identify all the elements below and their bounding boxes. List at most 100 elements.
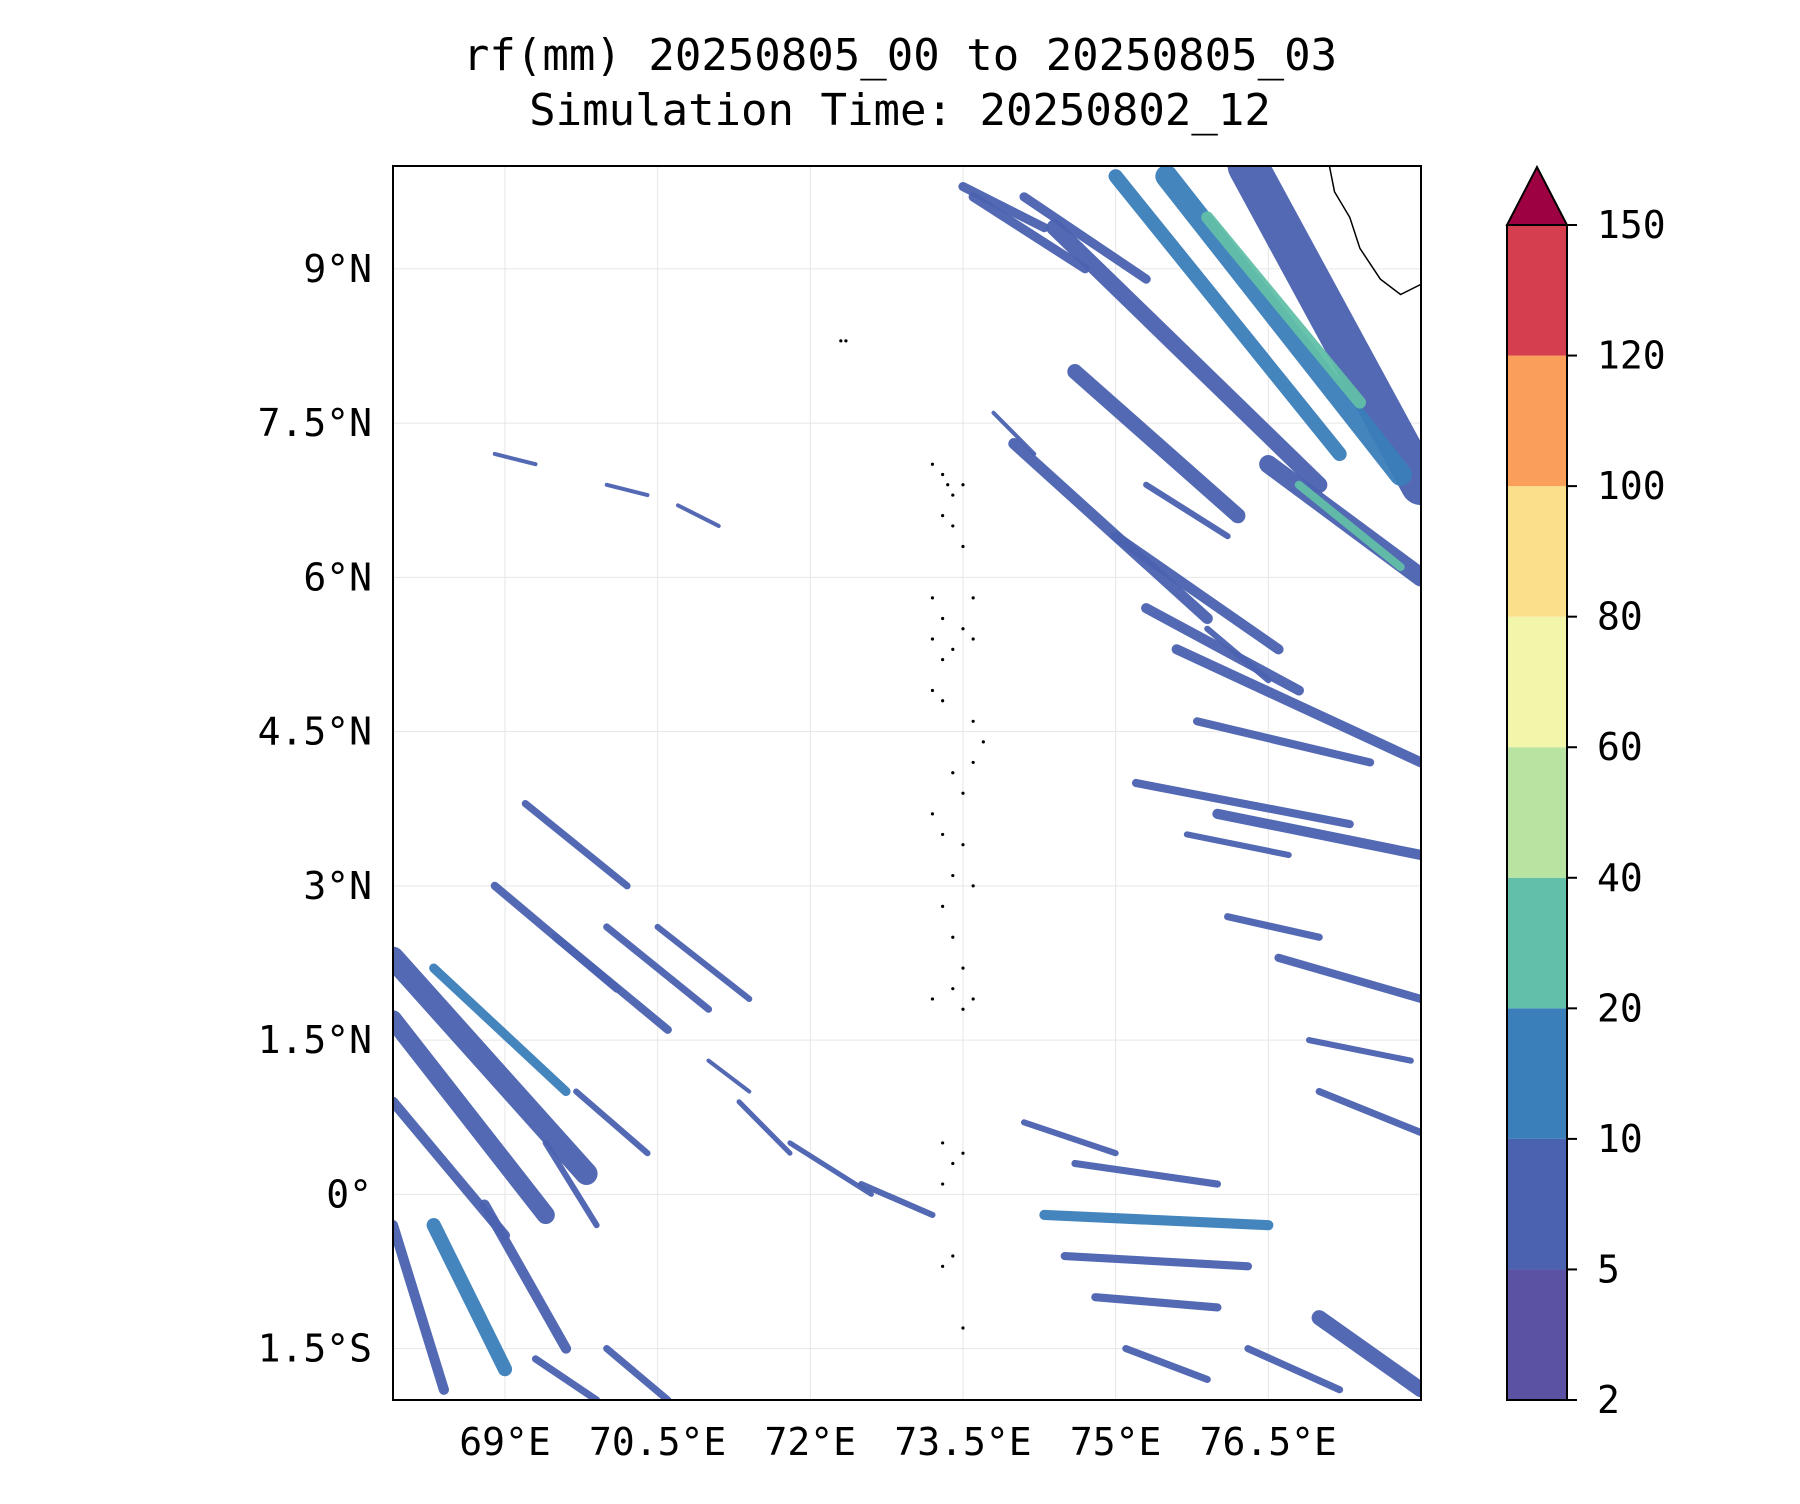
colorbar-segment (1507, 616, 1567, 748)
island-dot (941, 1141, 945, 1145)
island-dot (951, 873, 955, 878)
colorbar-segment (1507, 1008, 1567, 1139)
rain-band (429, 963, 571, 1097)
lat-tick-label: 3°N (303, 864, 372, 908)
island-dot (930, 462, 935, 466)
island-dot (930, 812, 935, 816)
rain-band (1274, 953, 1421, 1004)
lat-tick-label: 1.5°S (258, 1327, 372, 1371)
island-dot (946, 483, 950, 487)
rain-band (1244, 1345, 1344, 1394)
island-dot (941, 658, 945, 662)
colorbar-tick-label: 20 (1597, 986, 1643, 1030)
rain-band (1155, 166, 1412, 486)
island-dot (961, 843, 965, 847)
colorbar-segment (1507, 225, 1567, 356)
island-dot (951, 1161, 955, 1166)
island-dot (961, 1007, 965, 1011)
rain-band (1204, 625, 1272, 684)
colorbar-segment (1507, 1138, 1567, 1270)
lon-tick-label: 75°E (1070, 1420, 1162, 1464)
island-dot (951, 493, 955, 497)
rain-band (706, 1058, 752, 1094)
rain-band (1071, 1159, 1221, 1188)
rain-band (1008, 438, 1213, 625)
island-dot (951, 935, 955, 939)
rain-band (521, 800, 631, 890)
lat-tick-label: 1.5°N (258, 1018, 372, 1062)
colorbar-segment (1507, 877, 1567, 1009)
coastline (1328, 166, 1421, 296)
island-dot (941, 699, 945, 703)
island-dot (839, 339, 843, 343)
lat-tick-label: 6°N (303, 555, 372, 599)
rain-band (393, 1010, 555, 1225)
rain-band (492, 451, 538, 467)
island-dot (981, 740, 985, 744)
rain-band (551, 933, 672, 1034)
colorbar-frame (1506, 224, 1568, 1401)
rain-band (1020, 1119, 1119, 1157)
rain-band (736, 1099, 793, 1156)
island-dot (930, 596, 935, 600)
lon-tick-label: 69°E (459, 1420, 551, 1464)
island-dot (971, 997, 975, 1001)
island-dot (971, 884, 975, 888)
island-dot (961, 1326, 965, 1330)
rain-band (1141, 603, 1304, 696)
map-title: rf(mm) 20250805_00 to 20250805_03 (463, 30, 1337, 81)
island-dot (844, 339, 848, 343)
island-dot (971, 596, 975, 600)
rain-band (1171, 644, 1421, 768)
rain-band (1227, 166, 1421, 506)
island-dot (961, 544, 965, 549)
lon-tick-label: 70.5°E (589, 1420, 726, 1464)
rain-band (1183, 831, 1292, 859)
island-dot (961, 966, 965, 970)
rain-band (1201, 211, 1367, 409)
colorbar-segment (1507, 747, 1567, 878)
colorbar-tick-label: 100 (1597, 464, 1666, 508)
colorbar-tick-label: 40 (1597, 856, 1643, 900)
map-plot-area (392, 165, 1422, 1401)
island-dot (951, 987, 955, 991)
island-dot (941, 616, 945, 621)
rain-band (603, 923, 713, 1013)
rain-band (1091, 1293, 1222, 1312)
rain-band (393, 946, 598, 1185)
rain-band (603, 1345, 672, 1400)
lon-tick-label: 73.5°E (894, 1420, 1031, 1464)
colorbar-segment (1507, 486, 1567, 617)
rain-band (393, 1220, 449, 1395)
colorbar-tick-label: 60 (1597, 725, 1643, 769)
lat-tick-label: 7.5°N (258, 401, 372, 445)
colorbar-tick-label: 120 (1597, 334, 1666, 378)
island-dot (951, 771, 955, 775)
rain-band (1131, 778, 1354, 829)
latitude-tick-labels: 9°N 7.5°N 6°N 4.5°N 3°N 1.5°N 0° 1.5°S (258, 247, 372, 1371)
rain-band (479, 1199, 572, 1354)
rain-band (1315, 1087, 1421, 1137)
lat-tick-label: 0° (326, 1172, 372, 1216)
island-dot (971, 719, 975, 723)
island-dot (951, 524, 955, 528)
island-dot (941, 514, 945, 518)
lat-tick-label: 9°N (303, 247, 372, 291)
lat-tick-label: 4.5°N (258, 710, 372, 754)
rain-band (1193, 717, 1375, 767)
island-dot (961, 483, 965, 487)
rain-band (1143, 481, 1231, 540)
rain-band (604, 482, 650, 498)
lon-tick-label: 76.5°E (1200, 1420, 1337, 1464)
island-dot (971, 760, 975, 765)
rain-band (787, 1140, 874, 1197)
colorbar-tick-label: 80 (1597, 595, 1643, 639)
colorbar-tick-label: 2 (1597, 1378, 1620, 1422)
island-dot (941, 472, 945, 477)
coastline-path (1328, 166, 1421, 296)
island-dot (941, 832, 945, 837)
rain-band (1019, 192, 1151, 284)
rain-band (1311, 1310, 1421, 1398)
